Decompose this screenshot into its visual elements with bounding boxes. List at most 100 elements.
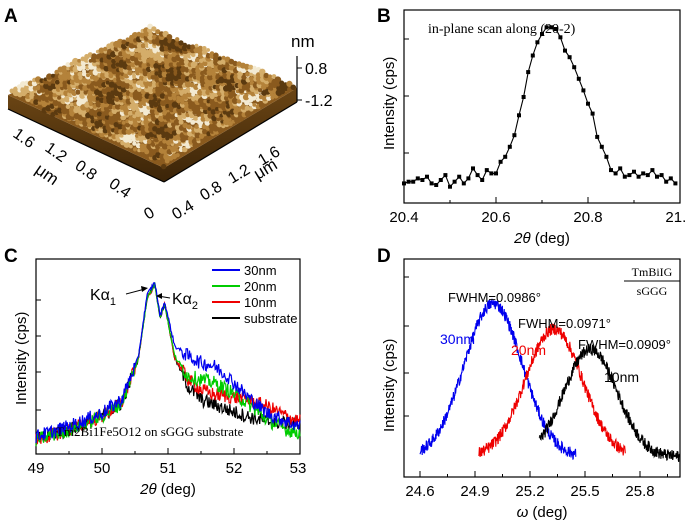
panel-b-point xyxy=(576,76,581,81)
surface-bump xyxy=(165,98,169,103)
panel-b-point xyxy=(604,154,609,159)
surface-bump xyxy=(199,133,205,139)
ka1-subscript: 1 xyxy=(110,296,116,308)
surface-bump xyxy=(195,57,200,63)
surface-bump xyxy=(66,71,71,76)
surface-bump xyxy=(121,124,127,130)
panel-b-point xyxy=(544,25,549,30)
panel-b-point xyxy=(650,168,655,173)
surface-bump xyxy=(155,144,160,149)
surface-bump xyxy=(79,92,86,99)
panel-b-point xyxy=(503,154,508,159)
panel-b-point xyxy=(540,32,544,36)
panel-b-point xyxy=(425,174,429,179)
surface-bump xyxy=(77,58,81,63)
surface-bump xyxy=(244,105,250,111)
surface-bump xyxy=(54,69,59,75)
surface-bump xyxy=(129,50,136,56)
panel-b-point xyxy=(664,179,669,184)
surface-bump xyxy=(171,101,179,108)
panel-b-xtick-20-6: 20.6 xyxy=(481,209,510,226)
surface-bump xyxy=(243,63,250,70)
y-tick-0-8: 0.8 xyxy=(197,178,225,204)
surface-bump xyxy=(140,43,146,49)
surface-bump xyxy=(127,110,134,116)
surface-bump xyxy=(119,59,124,65)
z-tick-0-8: 0.8 xyxy=(305,61,327,78)
surface-bump xyxy=(101,112,106,118)
surface-bump xyxy=(216,121,223,128)
surface-bump xyxy=(151,80,156,85)
z-tick-minus-1-2: -1.2 xyxy=(305,93,333,110)
series-label-30nm: 30nm xyxy=(440,331,475,347)
surface-bump xyxy=(159,125,165,132)
surface-bump xyxy=(105,80,110,85)
surface-bump xyxy=(166,34,173,40)
surface-bump xyxy=(25,93,31,100)
panel-c: C Intensity (cps) 49 50 51 52 53 2θ (deg… xyxy=(4,246,306,498)
ka2-annotation: Kα2 xyxy=(172,291,198,312)
z-unit-label: nm xyxy=(291,32,315,51)
surface-bump xyxy=(57,95,62,100)
surface-bump xyxy=(268,74,273,79)
panel-b-point xyxy=(406,179,411,184)
surface-bump xyxy=(213,52,219,59)
surface-bump xyxy=(90,115,95,120)
surface-bump xyxy=(128,116,134,121)
surface-bump xyxy=(233,105,239,111)
surface-bump xyxy=(154,71,159,76)
surface-bump xyxy=(167,145,171,150)
surface-bump xyxy=(207,107,212,111)
surface-bump xyxy=(33,99,39,105)
surface-bump xyxy=(148,94,155,101)
surface-bump xyxy=(193,84,199,90)
surface-bump xyxy=(169,113,176,120)
surface-bump xyxy=(83,90,88,95)
y-tick-0-4: 0.4 xyxy=(169,197,197,223)
surface-bump xyxy=(153,101,159,108)
surface-bump xyxy=(261,94,269,102)
panel-b-xlabel-unit: (deg) xyxy=(531,230,570,247)
y-tick-1-2: 1.2 xyxy=(225,161,253,187)
surface-bump xyxy=(259,68,266,76)
ka1-annotation: Kα1 xyxy=(90,287,116,308)
surface-bump xyxy=(169,71,175,77)
panel-b-point xyxy=(489,171,494,176)
surface-bump xyxy=(108,105,113,110)
surface-bump xyxy=(96,111,102,117)
panel-b-point xyxy=(530,53,535,58)
panel-b-point xyxy=(618,166,623,171)
surface-bump xyxy=(103,106,110,112)
panel-b-point xyxy=(480,178,485,182)
surface-bump xyxy=(49,103,55,109)
surface-bump xyxy=(140,113,145,118)
panel-b-point xyxy=(434,183,439,187)
surface-bump xyxy=(99,53,104,58)
surface-bump xyxy=(48,91,54,96)
surface-bump xyxy=(148,122,154,128)
surface-bump xyxy=(123,104,128,109)
panel-b-point xyxy=(613,171,618,176)
y-tick-0: 0 xyxy=(141,204,157,223)
surface-bump xyxy=(66,66,71,71)
surface-bump xyxy=(135,115,142,122)
panel-b-point xyxy=(420,178,425,182)
surface-bump xyxy=(95,54,101,60)
panel-b-point xyxy=(641,171,646,176)
surface-bump xyxy=(132,141,137,146)
surface-bump xyxy=(236,98,242,104)
panel-a-label: A xyxy=(4,6,18,27)
surface-bump xyxy=(168,67,175,73)
surface-bump xyxy=(97,79,103,85)
surface-bump xyxy=(92,75,100,82)
panel-b-point xyxy=(655,174,659,179)
panel-b-line xyxy=(403,26,676,188)
panel-d-xtick-25-5: 25.5 xyxy=(570,483,599,500)
panel-d-label: D xyxy=(377,246,391,267)
surface-bump xyxy=(33,95,38,100)
legend-label-20nm: 20nm xyxy=(244,279,277,294)
surface-bump xyxy=(117,124,123,130)
panel-b-point xyxy=(471,166,475,171)
panel-d-ylabel: Intensity (cps) xyxy=(381,339,398,432)
